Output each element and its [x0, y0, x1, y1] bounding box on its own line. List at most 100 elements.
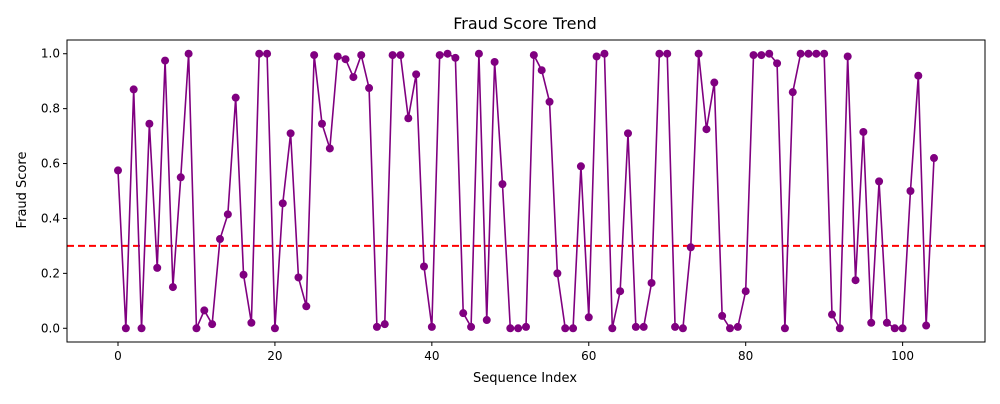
data-point	[223, 210, 232, 219]
data-point	[176, 173, 185, 182]
data-point	[930, 154, 938, 163]
x-tick-label: 20	[267, 349, 282, 363]
data-point	[741, 287, 750, 296]
y-tick-label: 0.4	[41, 211, 60, 225]
data-point	[208, 320, 217, 329]
data-point	[726, 324, 734, 333]
data-point	[506, 324, 515, 333]
y-tick-label: 0.2	[41, 266, 60, 280]
data-point	[200, 306, 209, 315]
data-point	[341, 55, 350, 64]
data-point	[922, 321, 931, 330]
data-point	[780, 324, 789, 333]
data-point	[459, 309, 468, 318]
data-point	[867, 318, 876, 327]
data-point	[420, 262, 428, 271]
series-layer	[114, 49, 938, 333]
data-point	[412, 70, 421, 79]
data-point	[443, 49, 452, 58]
data-point	[435, 51, 444, 60]
x-axis-label: Sequence Index	[473, 371, 577, 386]
data-point	[137, 324, 146, 333]
data-point	[325, 144, 334, 153]
data-point	[835, 324, 844, 333]
data-point	[851, 276, 860, 285]
data-point	[161, 56, 170, 65]
data-point	[804, 49, 813, 58]
data-point	[553, 269, 562, 278]
data-point	[694, 49, 703, 58]
data-point	[216, 235, 224, 244]
data-point	[372, 322, 381, 331]
data-point	[898, 324, 907, 333]
data-point	[294, 273, 303, 282]
data-point	[545, 97, 554, 106]
x-tick-label: 80	[738, 349, 753, 363]
data-point	[451, 53, 460, 62]
data-point	[490, 57, 499, 66]
data-point	[270, 324, 279, 333]
data-point	[773, 59, 782, 68]
data-point	[255, 49, 264, 58]
data-point	[624, 129, 632, 138]
data-point	[875, 177, 884, 186]
chart-title: Fraud Score Trend	[453, 14, 597, 33]
plot-area-frame	[66, 39, 986, 343]
data-point	[239, 270, 248, 279]
data-point	[859, 127, 868, 136]
data-point	[333, 52, 342, 61]
y-tick-label: 0.6	[41, 157, 60, 171]
data-point	[686, 243, 695, 252]
data-point	[882, 318, 891, 327]
data-point	[380, 320, 389, 329]
data-point	[302, 302, 311, 311]
data-point	[631, 322, 640, 331]
data-point	[718, 311, 727, 320]
x-tick-label: 0	[114, 349, 122, 363]
data-point	[192, 324, 201, 333]
data-point	[310, 51, 319, 60]
data-point	[168, 283, 177, 292]
data-point	[114, 166, 122, 175]
data-point	[561, 324, 570, 333]
data-point	[671, 322, 680, 331]
data-point	[349, 73, 358, 82]
data-point	[529, 51, 538, 60]
x-tick-label: 100	[891, 349, 914, 363]
data-point	[812, 49, 821, 58]
data-point	[184, 49, 193, 58]
data-point	[710, 78, 719, 87]
data-point	[231, 93, 240, 102]
x-tick-label: 60	[581, 349, 596, 363]
data-point	[427, 322, 436, 331]
data-point	[678, 324, 687, 333]
x-tick-label: 40	[424, 349, 439, 363]
data-point	[263, 49, 272, 58]
data-point	[890, 324, 899, 333]
data-point	[733, 322, 742, 331]
data-point	[318, 119, 326, 128]
data-point	[474, 49, 483, 58]
y-axis-ticks: 0.0 0.2 0.4 0.6 0.8 1.0	[41, 47, 67, 335]
data-point	[121, 324, 130, 333]
y-axis-label: Fraud Score	[15, 152, 30, 229]
data-point	[498, 180, 507, 189]
data-point	[749, 51, 758, 60]
data-point	[278, 199, 287, 208]
y-tick-label: 0.8	[41, 102, 60, 116]
data-point	[584, 313, 593, 322]
data-point	[357, 51, 366, 60]
data-point	[388, 51, 397, 60]
data-point	[757, 51, 766, 60]
x-axis-ticks: 0 20 40 60 80 100	[114, 342, 914, 363]
data-point	[702, 125, 711, 134]
data-point	[600, 49, 609, 58]
data-point	[655, 49, 664, 58]
data-point	[616, 287, 625, 296]
data-point	[647, 278, 656, 287]
data-point	[467, 322, 476, 331]
data-point	[592, 52, 601, 61]
data-point	[906, 187, 915, 195]
